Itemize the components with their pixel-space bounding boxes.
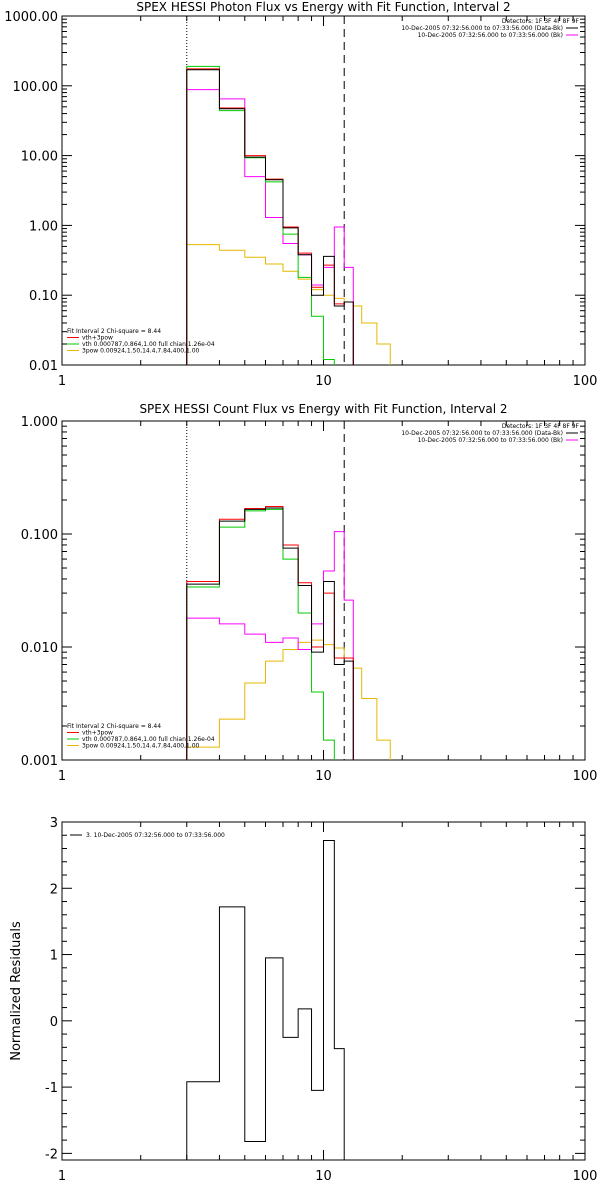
- legend-top-right-entry: 10-Dec-2005 07:32:56.000 to 07:33:56.000…: [418, 32, 563, 39]
- series-vth-step: [186, 508, 335, 760]
- x-tick-label: 10: [315, 374, 332, 389]
- y-tick-label: 100.00: [13, 80, 59, 95]
- y-tick-label: 1.00: [29, 219, 58, 234]
- x-tick-label: 10: [315, 769, 332, 784]
- y-tick-label: 0.001: [21, 754, 58, 769]
- legend-top-right-entry: 10-Dec-2005 07:32:56.000 to 07:33:56.000…: [401, 430, 563, 437]
- y-axis-label: Normalized Residuals: [9, 921, 24, 1061]
- y-tick-label: 10.00: [21, 150, 58, 165]
- legend-bottom-left-entry: 3pow 0.00924,1.50,14.4,7.84,400,1.00: [82, 348, 200, 355]
- y-tick-label: 1: [50, 949, 58, 964]
- series-total-step: [186, 507, 354, 760]
- y-tick-label: 0.10: [29, 289, 58, 304]
- series-total-step: [186, 69, 354, 365]
- y-tick-label: 0: [50, 1015, 58, 1030]
- legend-bottom-left-entry: vth 0.000787,0.864,1.00 full chian 1.26e…: [82, 341, 215, 348]
- plot-frame: [61, 15, 586, 366]
- legend-bottom-left-entry: 3pow 0.00924,1.50,14.4,7.84,400,1.00: [82, 743, 200, 750]
- legend-top-right-entry: Detectors: 1F 3F 4F 8F 9F: [502, 18, 580, 25]
- legend-top-right-entry: 10-Dec-2005 07:32:56.000 to 07:33:56.000…: [401, 25, 563, 32]
- series-data-step: [186, 531, 354, 760]
- y-tick-label: 2: [50, 882, 58, 897]
- series-vth-step: [186, 65, 335, 365]
- y-tick-label: 1.000: [21, 415, 58, 430]
- y-tick-label: 0.100: [21, 528, 58, 543]
- y-tick-label: 1000.00: [4, 10, 58, 25]
- residuals-step: [186, 840, 345, 1160]
- x-tick-label: 100: [573, 769, 598, 784]
- legend-top-right-entry: 10-Dec-2005 07:32:56.000 to 07:33:56.000…: [418, 437, 563, 444]
- series-data-step: [186, 89, 354, 365]
- legend-bottom-left-entry: Fit Interval 2 Chi-square = 8.44: [67, 723, 161, 730]
- series-powerlaw-step: [186, 244, 391, 365]
- series-total_fit-step: [186, 68, 354, 365]
- legend-top-right-entry: Detectors: 1F 3F 4F 8F 9F: [502, 423, 580, 430]
- legend-bottom-left-entry: vth+3pow: [82, 335, 113, 342]
- x-tick-label: 100: [573, 374, 598, 389]
- x-tick-label: 100: [573, 1169, 598, 1184]
- x-tick-label: 1: [58, 1169, 66, 1184]
- chart-title: SPEX HESSI Count Flux vs Energy with Fit…: [139, 402, 507, 416]
- legend-bottom-left-entry: Fit Interval 2 Chi-square = 8.44: [67, 328, 161, 335]
- y-tick-label: 3: [50, 816, 58, 831]
- y-tick-label: 0.01: [29, 359, 58, 374]
- x-tick-label: 10: [315, 1169, 332, 1184]
- x-tick-label: 1: [58, 374, 66, 389]
- legend-bottom-left-entry: vth 0.000787,0.864,1.00 full chian 1.26e…: [82, 736, 215, 743]
- x-tick-label: 1: [58, 769, 66, 784]
- residual-legend-entry: 3. 10-Dec-2005 07:32:56.000 to 07:33:56.…: [86, 832, 225, 839]
- series-total_fit-step: [186, 506, 354, 760]
- y-tick-label: -1: [45, 1081, 58, 1096]
- series-powerlaw-step: [186, 639, 391, 760]
- legend-bottom-left-entry: vth+3pow: [82, 730, 113, 737]
- y-tick-label: 0.010: [21, 641, 58, 656]
- chart-title: SPEX HESSI Photon Flux vs Energy with Fi…: [136, 0, 510, 14]
- y-tick-label: -2: [45, 1147, 58, 1162]
